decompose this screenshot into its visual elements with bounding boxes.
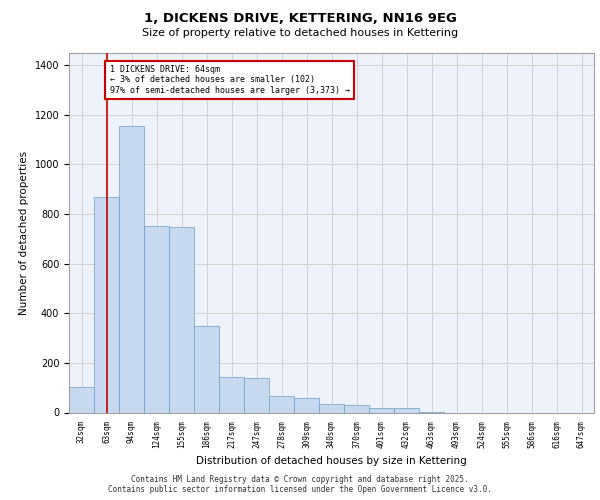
Text: 1, DICKENS DRIVE, KETTERING, NN16 9EG: 1, DICKENS DRIVE, KETTERING, NN16 9EG <box>143 12 457 26</box>
Y-axis label: Number of detached properties: Number of detached properties <box>19 150 29 314</box>
Bar <box>94 197 119 412</box>
Bar <box>169 227 194 412</box>
Bar <box>194 326 219 412</box>
Bar <box>219 376 244 412</box>
X-axis label: Distribution of detached houses by size in Kettering: Distribution of detached houses by size … <box>196 456 467 466</box>
Bar <box>319 404 344 412</box>
Bar <box>244 378 269 412</box>
Text: Contains HM Land Registry data © Crown copyright and database right 2025.
Contai: Contains HM Land Registry data © Crown c… <box>108 474 492 494</box>
Text: Size of property relative to detached houses in Kettering: Size of property relative to detached ho… <box>142 28 458 38</box>
Bar <box>69 387 94 412</box>
Bar <box>294 398 319 412</box>
Bar <box>144 226 169 412</box>
Bar <box>119 126 144 412</box>
Bar <box>269 396 294 412</box>
Text: 1 DICKENS DRIVE: 64sqm
← 3% of detached houses are smaller (102)
97% of semi-det: 1 DICKENS DRIVE: 64sqm ← 3% of detached … <box>110 65 349 94</box>
Bar <box>369 408 394 412</box>
Bar <box>394 408 419 412</box>
Bar <box>344 405 369 412</box>
